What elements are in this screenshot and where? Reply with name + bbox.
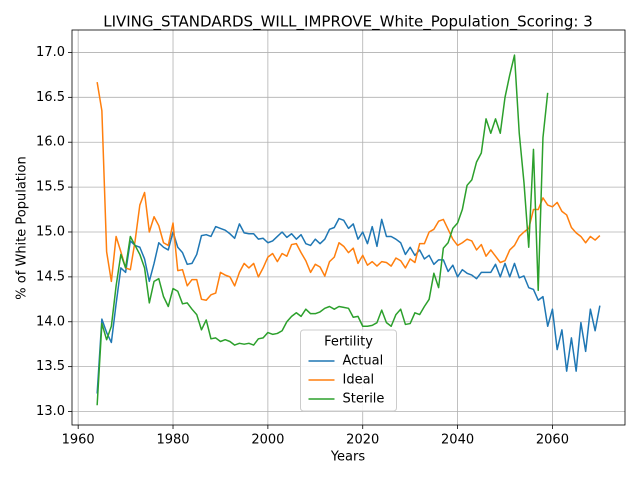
y-tick-label: 16.0	[36, 135, 65, 150]
y-tick-label: 13.0	[36, 404, 65, 419]
y-tick-label: 14.5	[36, 269, 65, 284]
x-tick-label: 2040	[441, 433, 474, 448]
plot-frame	[71, 29, 626, 426]
y-axis-label: % of White Population	[15, 156, 30, 299]
y-tick-label: 14.0	[36, 314, 65, 329]
y-tick-label: 15.0	[36, 224, 65, 239]
chart-title: LIVING_STANDARDS_WILL_IMPROVE_White_Popu…	[103, 13, 593, 32]
y-tick-label: 17.0	[36, 45, 65, 60]
legend-label: Ideal	[343, 373, 375, 388]
legend: Fertility Actual Ideal Sterile	[300, 329, 397, 412]
x-tick-label: 2020	[346, 433, 379, 448]
x-tick-label: 1980	[156, 433, 189, 448]
legend-box	[300, 329, 397, 412]
x-axis-label: Years	[330, 450, 366, 465]
x-tick-label: 2000	[251, 433, 284, 448]
y-tick-label: 13.5	[36, 359, 65, 374]
legend-label: Sterile	[343, 392, 385, 407]
x-tick-label: 2060	[536, 433, 569, 448]
line	[96, 81, 601, 301]
legend-title: Fertility	[324, 335, 373, 350]
line	[96, 217, 601, 394]
y-tick-label: 15.5	[36, 180, 65, 195]
x-tick-label: 1960	[62, 433, 95, 448]
line	[96, 54, 549, 406]
y-tick-label: 16.5	[36, 90, 65, 105]
legend-label: Actual	[343, 354, 384, 369]
